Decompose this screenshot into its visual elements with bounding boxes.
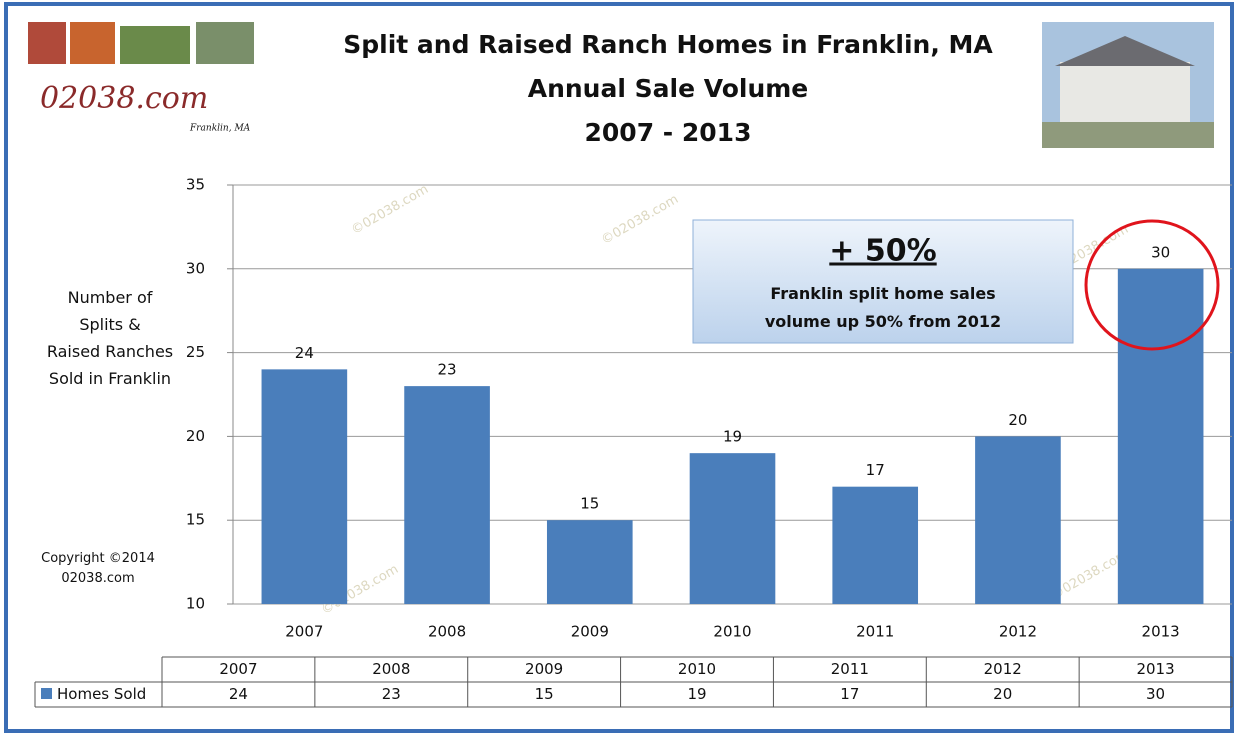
- x-tick-label: 2008: [428, 623, 466, 641]
- x-tick-label: 2012: [999, 623, 1037, 641]
- table-cell: 17: [840, 685, 859, 703]
- bar: [404, 386, 490, 604]
- table-cell: 20: [993, 685, 1012, 703]
- table-header: 2010: [678, 660, 716, 678]
- table-header: 2013: [1136, 660, 1174, 678]
- table-header: 2012: [984, 660, 1022, 678]
- table-cell: 15: [535, 685, 554, 703]
- highlight-circle: [1084, 219, 1220, 351]
- x-tick-label: 2009: [571, 623, 609, 641]
- chart-title: Annual Sale Volume: [528, 74, 809, 103]
- annotation-headline: + 50%: [829, 234, 936, 269]
- annotation-box: [692, 219, 1074, 344]
- x-tick-label: 2011: [856, 623, 894, 641]
- y-tick-label: 35: [186, 176, 205, 194]
- table-cell: 24: [229, 685, 248, 703]
- legend-label: Homes Sold: [57, 685, 146, 703]
- y-tick-label: 15: [186, 511, 205, 529]
- x-tick-label: 2007: [285, 623, 323, 641]
- table-cell: 19: [687, 685, 706, 703]
- data-label: 23: [438, 361, 457, 379]
- copyright: Copyright ©2014 02038.com: [41, 551, 155, 586]
- logo: 02038.com: [40, 81, 208, 116]
- bar: [546, 520, 633, 604]
- bar: [261, 369, 348, 604]
- x-tick-label: 2013: [1142, 623, 1180, 641]
- data-label: 20: [1008, 411, 1027, 429]
- data-label: 30: [1151, 243, 1170, 261]
- y-tick-label: 20: [186, 427, 205, 445]
- y-tick-label: 10: [186, 595, 205, 613]
- x-tick-label: 2010: [713, 623, 751, 641]
- bar: [1117, 268, 1204, 604]
- chart-title: Split and Raised Ranch Homes in Franklin…: [343, 30, 993, 59]
- table-cell: 23: [382, 685, 401, 703]
- legend-key: [41, 688, 52, 699]
- data-label: 17: [866, 461, 885, 479]
- table-header: 2009: [525, 660, 563, 678]
- table-cell: 30: [1146, 685, 1165, 703]
- bar: [975, 436, 1061, 604]
- data-label: 24: [295, 344, 314, 362]
- chart-title: 2007 - 2013: [585, 118, 752, 147]
- house-photo: [1042, 22, 1214, 148]
- y-tick-label: 25: [186, 343, 205, 361]
- bar: [832, 486, 919, 604]
- bar: [689, 453, 776, 604]
- data-label: 19: [723, 428, 742, 446]
- table-header: 2007: [219, 660, 257, 678]
- logo-subtitle: Franklin, MA: [189, 124, 251, 134]
- table-header: 2008: [372, 660, 410, 678]
- frame: [4, 2, 1234, 733]
- data-label: 15: [580, 495, 599, 513]
- y-tick-label: 30: [186, 259, 205, 277]
- table-header: 2011: [831, 660, 869, 678]
- y-axis-label: Number of Splits & Raised Ranches Sold in F…: [47, 288, 173, 388]
- logo-photos: [28, 22, 254, 64]
- annotation-text: Franklin split home sales volume up 50% f…: [765, 284, 1001, 331]
